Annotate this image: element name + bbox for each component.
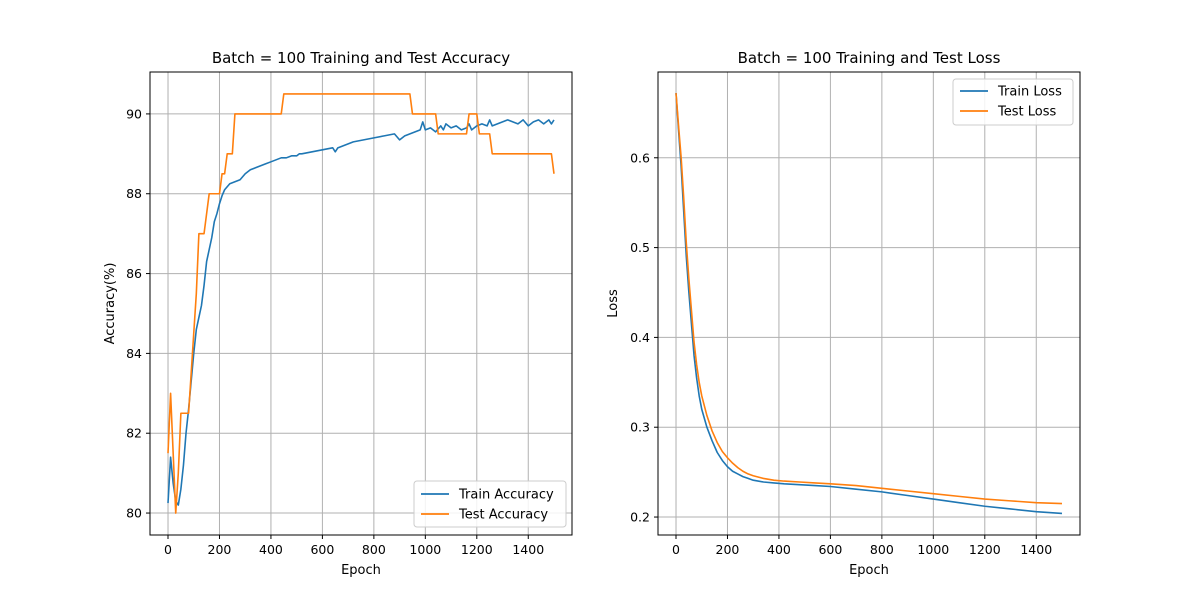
loss-x-axis-label: Epoch [849,563,889,578]
legend-label-train-loss: Train Loss [997,85,1062,100]
loss-legend: Train Loss Test Loss [952,78,1074,126]
accuracy-chart-title: Batch = 100 Training and Test Accuracy [212,49,510,67]
legend-label-test-accuracy: Test Accuracy [458,508,548,523]
loss-x-tick-label: 0 [672,542,680,557]
accuracy-y-tick-label: 84 [126,346,142,361]
accuracy-ticks: 0 200 400 600 800 1000 1200 1400 80 82 84 86 88 90 [126,106,544,557]
accuracy-y-tick-label: 86 [126,266,142,281]
accuracy-grid [150,72,572,535]
loss-plot-frame [657,71,1081,536]
accuracy-y-tick-label: 88 [126,186,142,201]
accuracy-y-tick-label: 82 [126,426,142,441]
accuracy-x-tick-label: 1000 [409,542,441,557]
legend-label-test-loss: Test Loss [997,105,1056,120]
loss-x-tick-label: 800 [870,542,894,557]
accuracy-x-tick-label: 0 [164,542,172,557]
series-line-test-accuracy [167,93,555,514]
accuracy-x-tick-label: 1400 [512,542,544,557]
accuracy-x-tick-label: 600 [310,542,334,557]
series-line-test-loss [675,93,1063,505]
accuracy-x-tick-label: 400 [259,542,283,557]
loss-x-tick-label: 200 [716,542,740,557]
loss-y-tick-label: 0.6 [630,150,650,165]
accuracy-x-tick-label: 800 [362,542,386,557]
loss-y-tick-label: 0.5 [630,240,650,255]
loss-panel: Batch = 100 Training and Test Loss 0 200 4… [606,49,1081,578]
loss-y-axis-label: Loss [606,289,621,318]
loss-y-tick-label: 0.4 [630,330,650,345]
loss-x-tick-label: 1400 [1020,542,1052,557]
series-line-train-accuracy [167,119,555,506]
loss-x-tick-label: 400 [767,542,791,557]
accuracy-plot-frame [149,71,573,536]
accuracy-x-tick-label: 1200 [461,542,493,557]
loss-series [675,93,1063,515]
loss-chart-title: Batch = 100 Training and Test Loss [738,49,1001,67]
accuracy-x-axis-label: Epoch [341,563,381,578]
accuracy-series [167,93,555,514]
accuracy-y-tick-label: 90 [126,106,142,121]
accuracy-y-tick-label: 80 [126,506,142,521]
loss-x-tick-label: 1200 [969,542,1001,557]
accuracy-x-tick-label: 200 [208,542,232,557]
accuracy-legend: Train Accuracy Test Accuracy [413,480,567,528]
loss-ticks: 0 200 400 600 800 1000 1200 1400 0.2 0.3 0.4 0.5 0.6 [630,150,1052,557]
legend-label-train-accuracy: Train Accuracy [458,488,554,503]
accuracy-panel: Batch = 100 Training and Test Accuracy 0… [103,49,573,578]
accuracy-y-axis-label: Accuracy(%) [103,263,118,345]
loss-x-tick-label: 1000 [917,542,949,557]
loss-y-tick-label: 0.3 [630,420,650,435]
series-line-train-loss [675,93,1063,515]
loss-x-tick-label: 600 [818,542,842,557]
loss-grid [658,72,1080,535]
loss-y-tick-label: 0.2 [630,510,650,525]
accuracy-legend-box [413,480,567,528]
